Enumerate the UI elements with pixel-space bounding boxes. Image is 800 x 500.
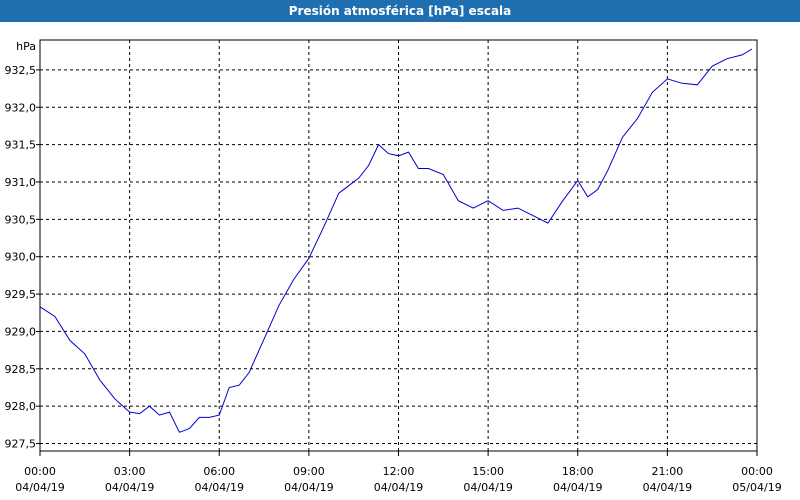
y-tick-label: 930,0 bbox=[5, 251, 37, 264]
pressure-series-line bbox=[39, 48, 753, 433]
x-tick-date-label: 04/04/19 bbox=[15, 481, 64, 494]
x-tick-time-label: 12:00 bbox=[383, 465, 415, 478]
x-tick-date-label: 04/04/19 bbox=[105, 481, 154, 494]
grid-lines bbox=[40, 40, 757, 451]
chart-title-bar: Presión atmosférica [hPa] escala bbox=[0, 0, 800, 22]
y-tick-label: 931,5 bbox=[5, 139, 37, 152]
x-tick-date-label: 04/04/19 bbox=[463, 481, 512, 494]
x-tick-time-label: 00:00 bbox=[741, 465, 773, 478]
y-tick-label: 928,0 bbox=[5, 400, 37, 413]
y-axis-ticks: 927,5 928,0 928,5 929,0 929,5 930,0 930,5 931,0… bbox=[5, 64, 40, 451]
x-tick-date-label: 05/04/19 bbox=[732, 481, 781, 494]
x-tick-time-label: 15:00 bbox=[472, 465, 504, 478]
y-tick-label: 928,5 bbox=[5, 363, 37, 376]
x-tick-time-label: 06:00 bbox=[203, 465, 235, 478]
y-tick-label: 932,0 bbox=[5, 101, 37, 114]
x-tick-time-label: 00:00 bbox=[24, 465, 56, 478]
y-tick-label: 930,5 bbox=[5, 213, 37, 226]
x-tick-date-label: 04/04/19 bbox=[195, 481, 244, 494]
y-tick-label: 931,0 bbox=[5, 176, 37, 189]
y-tick-label: 929,0 bbox=[5, 325, 37, 338]
x-tick-date-label: 04/04/19 bbox=[284, 481, 333, 494]
chart-area: 927,5 928,0 928,5 929,0 929,5 930,0 930,5 931,0… bbox=[5, 39, 782, 494]
y-tick-label: 927,5 bbox=[5, 438, 37, 451]
x-axis-ticks: 00:00 04/04/19 03:00 04/04/19 06:00 04/04/19 0… bbox=[15, 451, 782, 494]
x-tick-time-label: 03:00 bbox=[114, 465, 146, 478]
y-tick-label: 929,5 bbox=[5, 288, 37, 301]
y-axis-unit-label: hPa bbox=[16, 40, 36, 53]
x-tick-date-label: 04/04/19 bbox=[374, 481, 423, 494]
chart-title: Presión atmosférica [hPa] escala bbox=[288, 4, 512, 18]
x-tick-date-label: 04/04/19 bbox=[553, 481, 602, 494]
y-tick-label: 932,5 bbox=[5, 64, 37, 77]
x-tick-time-label: 21:00 bbox=[652, 465, 684, 478]
x-tick-date-label: 04/04/19 bbox=[643, 481, 692, 494]
x-tick-time-label: 09:00 bbox=[293, 465, 325, 478]
x-tick-time-label: 18:00 bbox=[562, 465, 594, 478]
